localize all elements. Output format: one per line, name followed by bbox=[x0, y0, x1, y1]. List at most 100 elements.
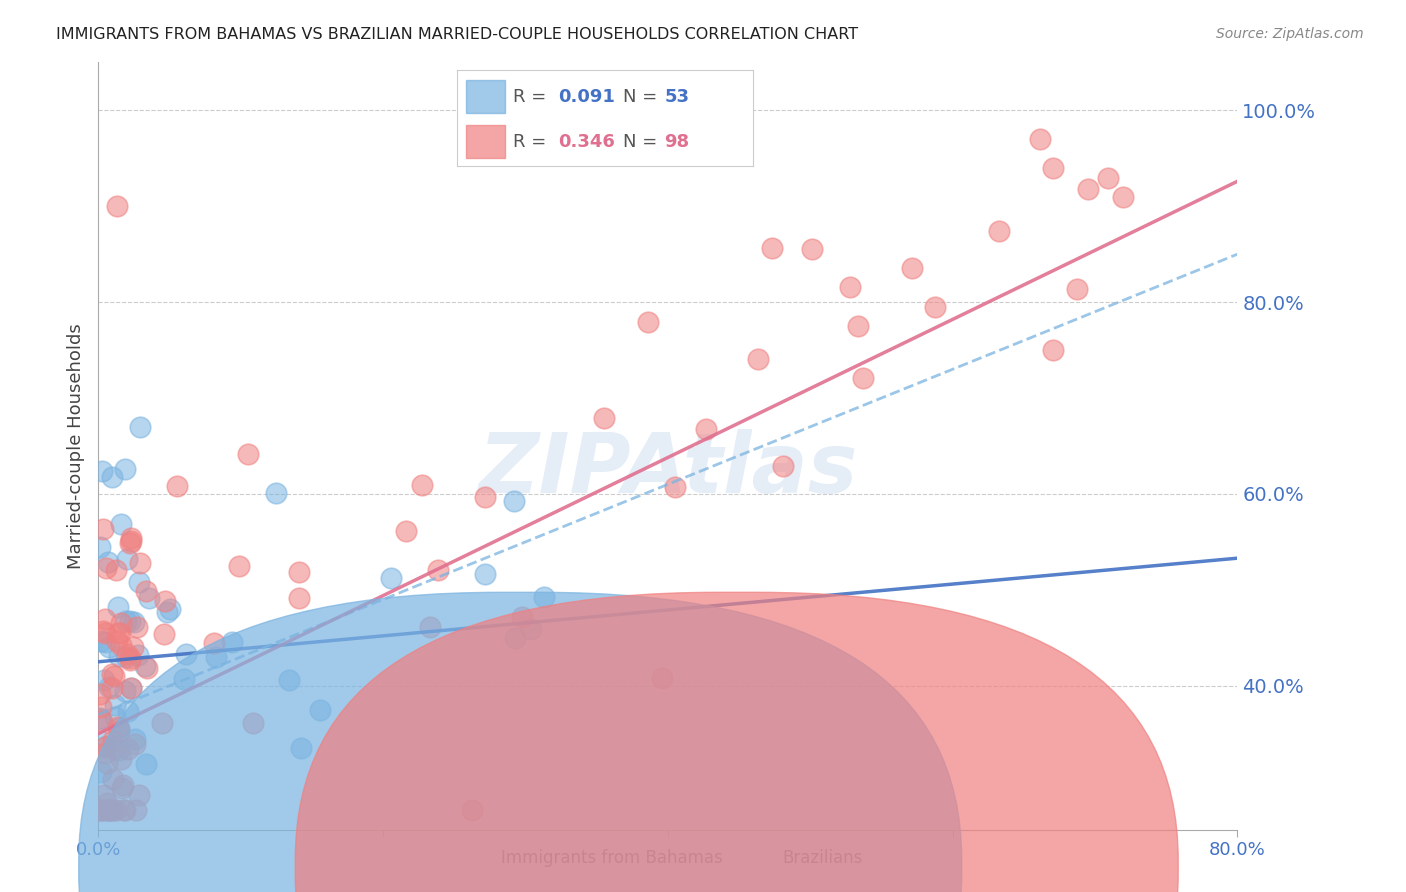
Point bbox=[155, 594, 177, 608]
Point bbox=[98, 804, 121, 818]
Point bbox=[228, 559, 250, 574]
Point bbox=[94, 804, 117, 818]
Point bbox=[107, 719, 129, 733]
Text: Source: ZipAtlas.com: Source: ZipAtlas.com bbox=[1216, 27, 1364, 41]
Point bbox=[110, 616, 132, 631]
Point bbox=[503, 632, 526, 646]
Point bbox=[97, 680, 120, 694]
Point bbox=[115, 647, 138, 661]
Point bbox=[136, 661, 159, 675]
Point bbox=[120, 534, 142, 549]
Point bbox=[91, 714, 114, 729]
Point bbox=[380, 571, 402, 585]
Point bbox=[901, 261, 924, 276]
Point bbox=[120, 531, 142, 545]
Point bbox=[103, 669, 125, 683]
Point bbox=[104, 710, 127, 724]
Point bbox=[118, 651, 141, 665]
Point bbox=[118, 536, 141, 550]
Point bbox=[110, 752, 132, 766]
Point bbox=[1097, 170, 1119, 185]
Point bbox=[127, 648, 149, 663]
Point bbox=[104, 563, 127, 577]
Point bbox=[93, 673, 115, 687]
Point bbox=[103, 742, 125, 756]
Point bbox=[129, 556, 152, 570]
Point bbox=[1042, 161, 1064, 176]
Point bbox=[128, 574, 150, 589]
Point bbox=[772, 458, 794, 473]
Point bbox=[96, 561, 118, 575]
Point bbox=[100, 666, 122, 681]
Point bbox=[288, 566, 311, 580]
Point bbox=[111, 780, 134, 795]
Point bbox=[202, 636, 225, 650]
Point bbox=[108, 649, 131, 664]
Point bbox=[114, 684, 136, 698]
Point bbox=[166, 479, 188, 493]
Point bbox=[1077, 182, 1099, 196]
Text: Brazilians: Brazilians bbox=[782, 849, 863, 867]
Y-axis label: Married-couple Households: Married-couple Households bbox=[66, 323, 84, 569]
Point bbox=[89, 712, 111, 726]
Point bbox=[138, 591, 160, 606]
Point bbox=[105, 199, 128, 213]
Point bbox=[125, 804, 148, 818]
Point bbox=[105, 804, 128, 818]
Point bbox=[105, 634, 128, 648]
Point bbox=[747, 351, 769, 366]
Point bbox=[120, 614, 142, 628]
Point bbox=[695, 422, 717, 436]
Point bbox=[111, 778, 134, 792]
Point bbox=[987, 224, 1010, 238]
Point bbox=[503, 493, 526, 508]
Point bbox=[120, 681, 142, 695]
Point bbox=[264, 486, 287, 500]
Point bbox=[664, 480, 686, 494]
Point bbox=[94, 739, 117, 754]
Point bbox=[94, 739, 117, 753]
Point bbox=[89, 540, 111, 554]
Point bbox=[114, 615, 136, 629]
Point bbox=[122, 615, 145, 629]
Point bbox=[173, 673, 195, 687]
Point bbox=[114, 804, 136, 818]
Point bbox=[411, 478, 433, 492]
Point bbox=[1042, 343, 1064, 357]
Point bbox=[91, 804, 114, 818]
Point bbox=[115, 551, 138, 566]
Point bbox=[110, 638, 132, 652]
Point bbox=[91, 522, 114, 536]
Point bbox=[242, 716, 264, 731]
Point bbox=[93, 634, 115, 648]
Point bbox=[91, 624, 114, 639]
Point bbox=[533, 590, 555, 604]
Point bbox=[1029, 131, 1052, 145]
Point bbox=[838, 280, 860, 294]
Point bbox=[290, 741, 312, 756]
Point bbox=[90, 699, 112, 714]
Point bbox=[110, 516, 132, 531]
Point bbox=[309, 703, 332, 717]
Point bbox=[419, 620, 441, 634]
Point bbox=[846, 319, 869, 334]
Point bbox=[97, 804, 120, 818]
Point bbox=[108, 625, 131, 640]
Point bbox=[124, 737, 146, 751]
Point bbox=[801, 242, 824, 256]
Point bbox=[108, 721, 131, 735]
Point bbox=[278, 673, 301, 687]
Point bbox=[520, 622, 543, 636]
Point bbox=[122, 640, 145, 654]
Point bbox=[221, 635, 243, 649]
Point bbox=[98, 640, 121, 654]
Point bbox=[120, 652, 142, 666]
Point bbox=[205, 650, 228, 665]
Point bbox=[510, 609, 533, 624]
Point bbox=[593, 410, 616, 425]
Point bbox=[98, 804, 121, 818]
Point bbox=[96, 797, 118, 811]
Point bbox=[89, 711, 111, 725]
Point bbox=[94, 626, 117, 640]
Point bbox=[90, 464, 112, 478]
